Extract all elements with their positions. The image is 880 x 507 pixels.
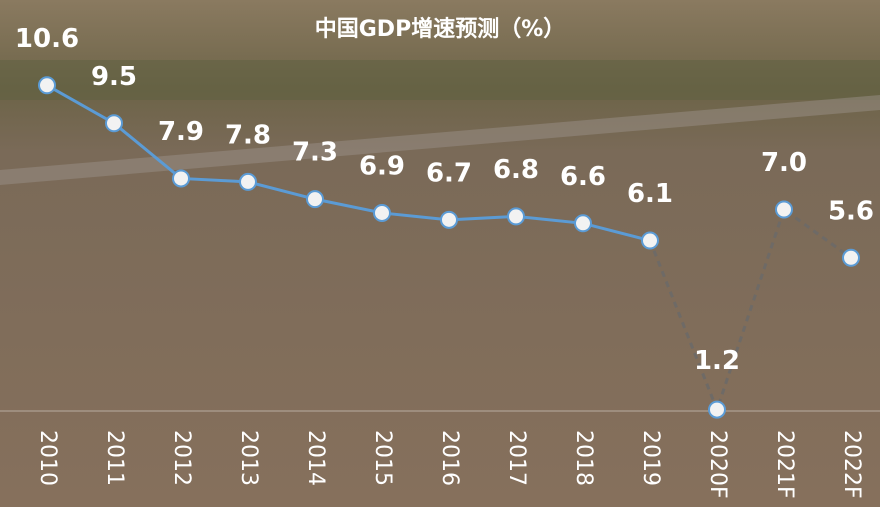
point bbox=[708, 400, 726, 419]
data-label: 6.6 bbox=[560, 162, 606, 192]
x-tick-label: 2014 bbox=[303, 430, 328, 486]
x-tick-label: 2017 bbox=[504, 430, 529, 486]
data-label: 6.9 bbox=[359, 151, 405, 181]
data-label: 5.6 bbox=[828, 196, 874, 226]
data-label: 1.2 bbox=[694, 346, 740, 376]
background-curb bbox=[0, 95, 880, 185]
data-label: 7.3 bbox=[292, 138, 338, 168]
point bbox=[105, 114, 123, 133]
data-label: 10.6 bbox=[15, 24, 79, 54]
x-tick-label: 2012 bbox=[169, 430, 194, 486]
data-label: 7.0 bbox=[761, 148, 807, 178]
data-label: 7.9 bbox=[158, 117, 204, 147]
x-tick-label: 2013 bbox=[236, 430, 261, 486]
data-label: 6.7 bbox=[426, 158, 472, 188]
point bbox=[775, 200, 793, 219]
markers bbox=[38, 76, 860, 419]
point bbox=[239, 172, 257, 191]
x-tick-label: 2016 bbox=[437, 430, 462, 486]
point bbox=[641, 231, 659, 250]
point bbox=[306, 190, 324, 209]
plot: 2010 2011 2012 2013 2014 2015 2016 2017 2018 2019… bbox=[15, 24, 874, 499]
x-tick-label: 2021F bbox=[772, 430, 797, 499]
data-label: 6.8 bbox=[493, 155, 539, 185]
series-line bbox=[648, 207, 852, 414]
data-label: 7.8 bbox=[225, 120, 271, 150]
point bbox=[373, 203, 391, 222]
x-tick-label: 2019 bbox=[638, 430, 663, 486]
x-tick-label: 2011 bbox=[102, 430, 127, 486]
lines bbox=[46, 83, 852, 414]
background-grass bbox=[0, 60, 880, 100]
point bbox=[172, 169, 190, 188]
data-labels: 10.6 9.5 7.9 7.8 7.3 6.9 6.7 6.8 6.6 6.1 1.2 7.0 5.6 bbox=[15, 24, 874, 376]
data-label: 6.1 bbox=[627, 179, 673, 209]
x-tick-label: 2018 bbox=[571, 430, 596, 486]
point bbox=[507, 207, 525, 226]
x-tick-label: 2022F bbox=[839, 430, 864, 499]
x-tick-label: 2020F bbox=[705, 430, 730, 499]
point bbox=[440, 210, 458, 229]
x-tick-label: 2015 bbox=[370, 430, 395, 486]
point bbox=[842, 248, 860, 267]
point bbox=[38, 76, 56, 95]
x-tick-label: 2010 bbox=[35, 430, 60, 486]
data-label: 9.5 bbox=[91, 62, 137, 92]
chart-title: 中国GDP增速预测（%） bbox=[315, 16, 566, 42]
series-line bbox=[46, 83, 651, 243]
point bbox=[574, 214, 592, 233]
